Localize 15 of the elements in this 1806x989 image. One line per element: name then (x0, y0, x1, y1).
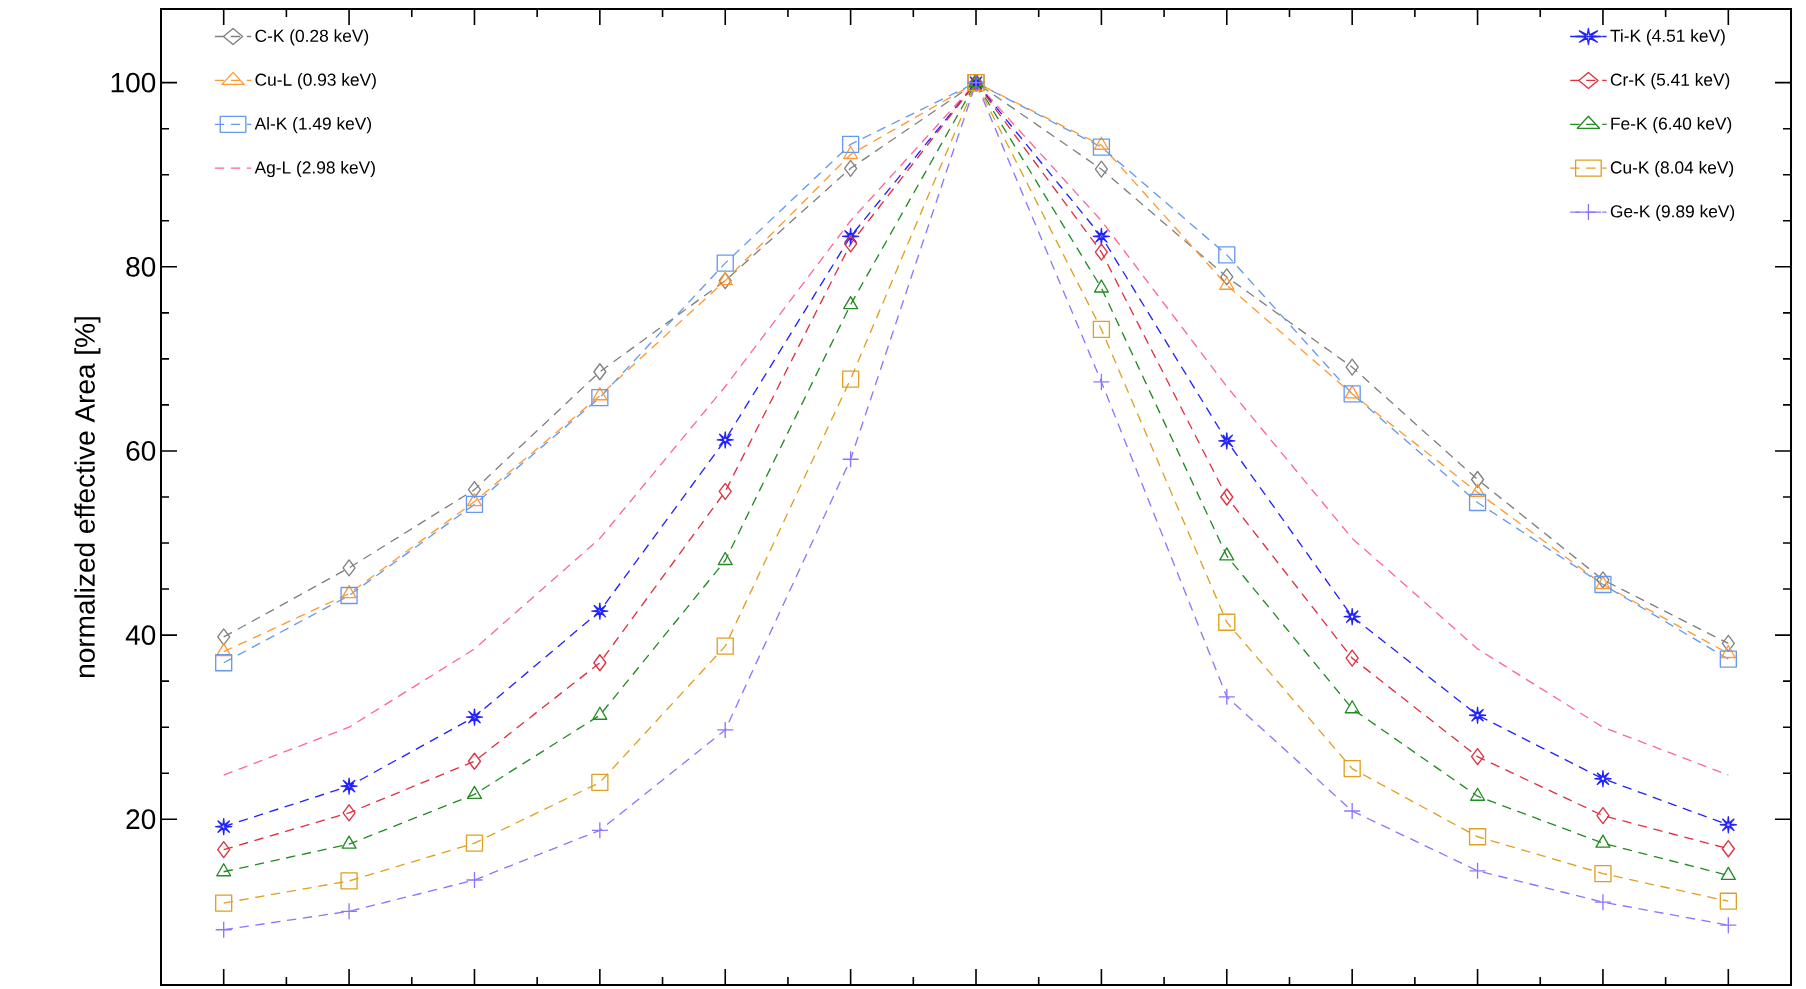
legend-label: Fe-K (6.40 keV) (1611, 117, 1732, 134)
legend-label: Ti-K (4.51 keV) (1610, 29, 1725, 46)
legend-label: C-K (0.28 keV) (255, 29, 369, 46)
legend-label: Cu-L (0.93 keV) (255, 73, 376, 90)
y-tick-label: 100 (111, 72, 156, 93)
y-tick-label: 20 (126, 809, 156, 830)
legend-label: Ge-K (9.89 keV) (1610, 204, 1735, 221)
y-tick-label: 40 (125, 625, 156, 646)
y-tick-label: 80 (126, 256, 156, 277)
legend-label: Cr-K (5.41 keV) (1610, 73, 1730, 90)
y-axis-title: normalized effective Area [%] (74, 317, 101, 677)
legend-label: Al-K (1.49 keV) (254, 117, 372, 134)
y-tick-label: 60 (126, 441, 156, 461)
legend-label: Cu-K (8.04 keV) (1610, 160, 1734, 178)
legend-label: Ag-L (2.98 keV) (254, 160, 375, 178)
